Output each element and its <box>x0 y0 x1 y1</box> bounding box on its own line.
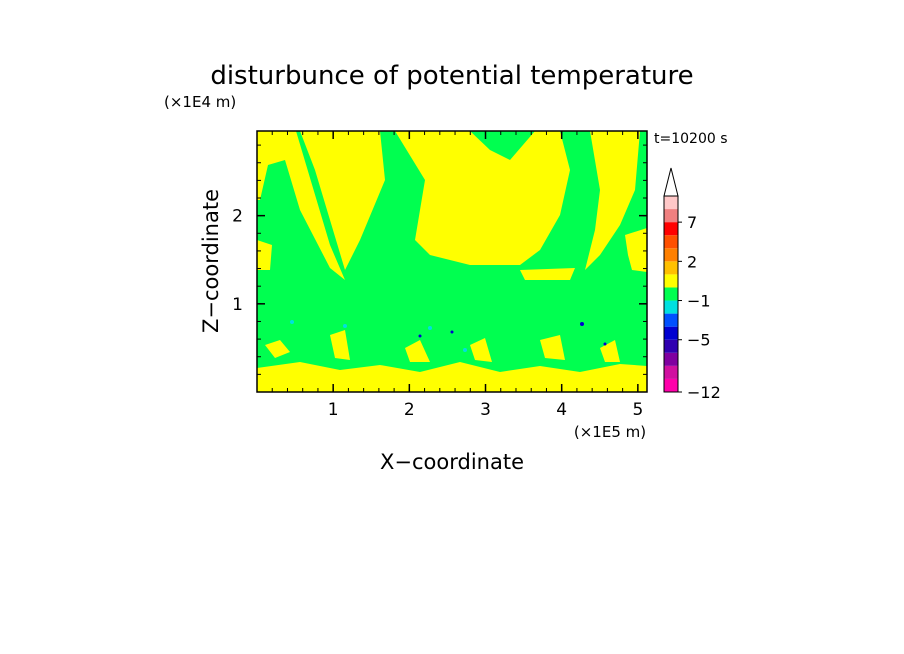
cold-spot <box>418 334 422 338</box>
lower-warm-streaks <box>265 330 620 362</box>
upper-warm-region-far-right <box>625 228 647 272</box>
colorbar-label: −1 <box>687 292 711 311</box>
colorbar-label: 7 <box>687 213 697 232</box>
x-tick-label: 5 <box>632 400 643 420</box>
x-tick-label: 1 <box>328 400 339 420</box>
colorbar-level <box>664 248 678 262</box>
colorbar-level <box>664 261 678 275</box>
colorbar-level <box>664 352 678 366</box>
upper-warm-region-left <box>257 131 345 280</box>
time-label: t=10200 s <box>654 131 728 147</box>
cool-spot <box>343 324 347 328</box>
upper-warm-region-left-center <box>300 131 385 270</box>
colorbar-level <box>664 365 678 379</box>
upper-warm-region-right <box>585 131 640 270</box>
cool-spot <box>463 348 467 352</box>
lower-warm-band <box>257 362 647 392</box>
y-tick-label: 1 <box>232 295 243 315</box>
cool-spot <box>290 320 294 324</box>
contour-field <box>257 131 647 392</box>
cold-spot <box>450 330 454 334</box>
y-tick-label: 2 <box>232 207 243 227</box>
upper-warm-region-center <box>395 131 570 265</box>
colorbar-level <box>664 209 678 223</box>
mid-warm-patch <box>520 268 575 280</box>
colorbar-level <box>664 326 678 340</box>
axes: 1 2 3 4 5 1 2 <box>232 131 647 420</box>
y-axis-label: Z−coordinate <box>199 189 223 333</box>
colorbar-level <box>664 300 678 314</box>
colorbar-over-arrow <box>663 167 679 197</box>
x-tick-label: 4 <box>556 400 567 420</box>
colorbar-level <box>664 313 678 327</box>
colorbar-level <box>664 274 678 288</box>
cold-spot <box>580 322 584 326</box>
colorbar: −12−5−127 <box>663 167 721 402</box>
cool-spot <box>428 326 432 330</box>
x-tick-label: 3 <box>480 400 491 420</box>
colorbar-label: −5 <box>687 331 711 350</box>
colorbar-level <box>664 235 678 249</box>
colorbar-level <box>664 222 678 236</box>
colorbar-level <box>664 378 678 392</box>
colorbar-level <box>664 196 678 210</box>
colorbar-label: −12 <box>687 383 721 402</box>
cold-spot <box>603 342 607 346</box>
plot-frame <box>256 130 648 393</box>
colorbar-label: 2 <box>687 252 697 271</box>
upper-warm-region-edge <box>257 240 272 270</box>
colorbar-level <box>664 287 678 301</box>
x-axis-label: X−coordinate <box>380 450 524 474</box>
x-unit-label: (×1E5 m) <box>574 423 646 441</box>
chart-title: disturbunce of potential temperature <box>210 61 693 91</box>
x-tick-label: 2 <box>404 400 415 420</box>
colorbar-level <box>664 339 678 353</box>
y-unit-label: (×1E4 m) <box>164 93 236 111</box>
